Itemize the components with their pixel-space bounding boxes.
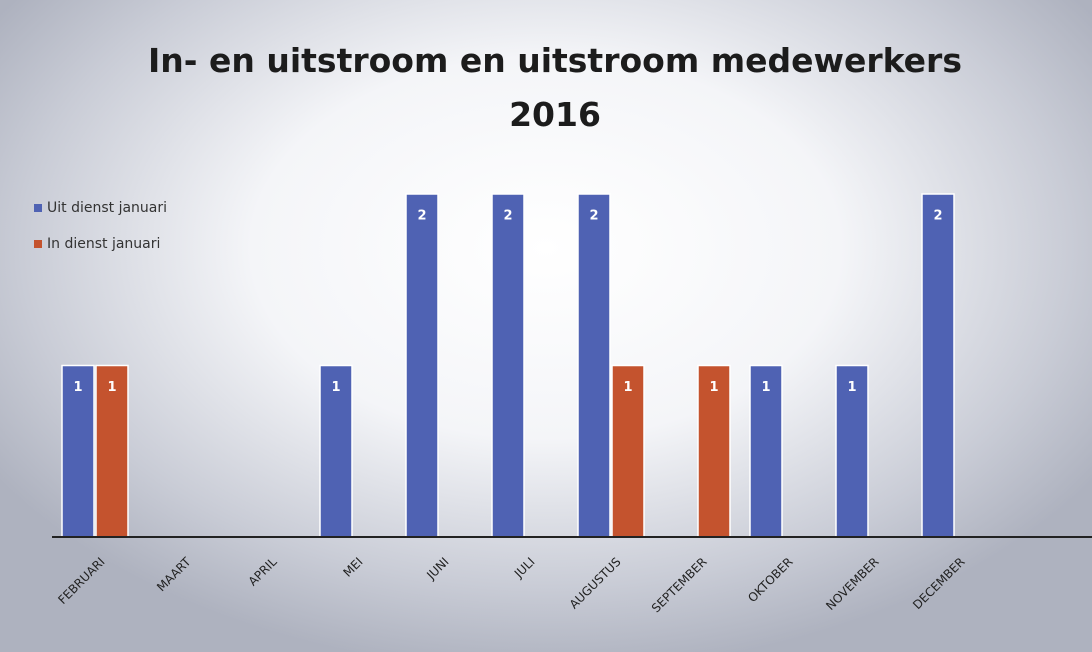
data-label: 1 <box>107 380 116 395</box>
bar <box>697 364 731 538</box>
x-tick-label: SEPTEMBER <box>649 555 710 616</box>
data-label: 1 <box>761 380 770 395</box>
data-label: 1 <box>623 380 632 395</box>
data-label: 2 <box>589 209 598 224</box>
bar <box>405 193 439 538</box>
data-label: 1 <box>73 380 82 395</box>
legend-swatch <box>34 204 42 212</box>
legend-label: Uit dienst januari <box>47 200 167 216</box>
x-tick-label: NOVEMBER <box>823 555 881 613</box>
data-label: 1 <box>709 380 718 395</box>
x-tick-label: MAART <box>154 554 194 594</box>
x-tick-label: DECEMBER <box>910 555 967 612</box>
bar <box>577 193 611 538</box>
legend-swatch <box>34 240 42 248</box>
data-label: 2 <box>417 209 426 224</box>
data-label: 2 <box>933 209 942 224</box>
x-tick-label: APRIL <box>246 554 280 588</box>
x-tick-label: JUNI <box>423 555 451 583</box>
legend-label: In dienst januari <box>47 236 160 252</box>
chart-title: In- en uitstroom en uitstroom medewerker… <box>148 41 962 134</box>
bar <box>319 364 353 538</box>
data-label: 1 <box>331 380 340 395</box>
data-label: 2 <box>503 209 512 224</box>
x-tick-label: OKTOBER <box>745 555 795 605</box>
bar <box>835 364 869 538</box>
bar <box>95 364 129 538</box>
bar <box>61 364 95 538</box>
bar <box>611 364 645 538</box>
bar <box>921 193 955 538</box>
bar <box>491 193 525 538</box>
x-tick-label: FEBRUARI <box>55 555 107 607</box>
data-label: 1 <box>847 380 856 395</box>
x-tick-label: AUGUSTUS <box>567 555 624 612</box>
x-tick-label: JULI <box>511 555 538 582</box>
x-tick-label: MEI <box>341 555 366 580</box>
